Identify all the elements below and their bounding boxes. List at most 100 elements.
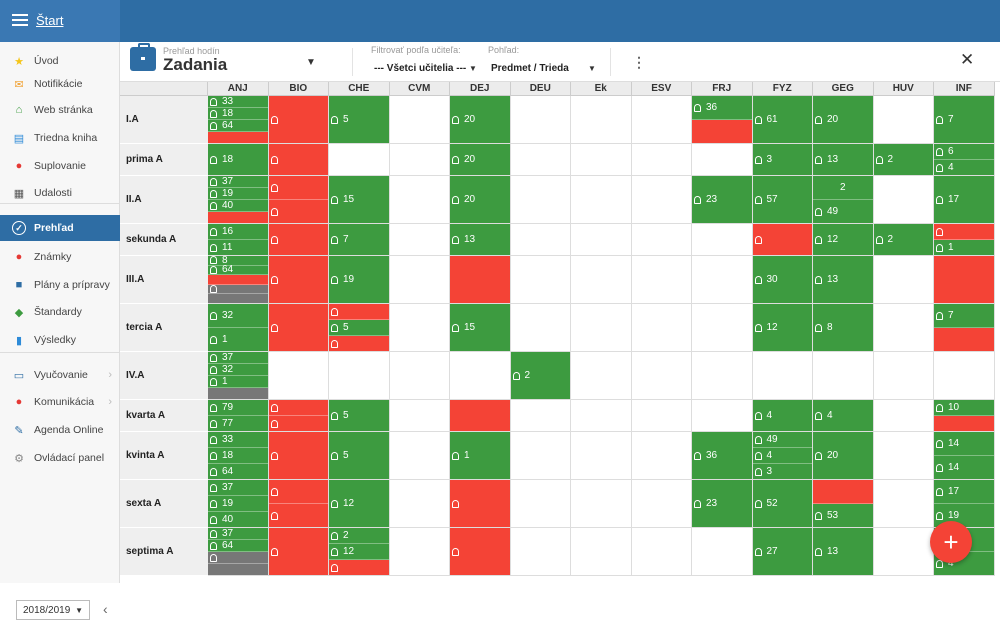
grid-cell[interactable] [389,96,450,144]
missing-segment[interactable] [934,328,994,351]
grid-cell[interactable] [268,400,329,432]
grid-cell[interactable]: 17 [934,176,995,224]
sidebar-item-bar-chart[interactable]: ▮ Výsledky [0,327,120,353]
sidebar-item-grade[interactable]: ● Známky [0,244,120,270]
grid-cell[interactable]: 36 [692,96,753,144]
grid-cell[interactable]: 37 64 [208,528,269,576]
column-header[interactable]: CHE [329,82,390,96]
assignment-segment[interactable]: 33 [208,432,268,448]
missing-segment[interactable] [268,304,328,351]
column-header[interactable]: BIO [268,82,329,96]
grid-cell[interactable] [389,352,450,400]
start-link[interactable]: Štart [36,13,64,28]
sidebar-item-shield[interactable]: ◆ Štandardy [0,299,120,325]
grid-cell[interactable] [389,144,450,176]
sidebar-item-chat[interactable]: ● Komunikácia › [0,389,120,415]
grid-cell[interactable] [510,480,571,528]
grid-cell[interactable] [450,400,511,432]
row-header[interactable]: kvarta A [120,400,208,432]
missing-segment[interactable] [329,336,389,351]
grid-cell[interactable]: 17 19 [934,480,995,528]
sidebar-item-house[interactable]: ⌂ Web stránka [0,97,120,123]
assignment-segment[interactable]: 7 [934,96,994,143]
grid-cell[interactable] [571,352,632,400]
grid-cell[interactable] [268,352,329,400]
assignment-segment[interactable]: 53 [813,504,873,527]
assignment-segment[interactable]: 2 [510,352,570,399]
missing-segment[interactable] [208,212,268,223]
assignment-segment[interactable]: 30 [752,256,812,303]
grid-cell[interactable]: 18 [208,144,269,176]
view-select[interactable]: Predmet / Trieda [491,63,569,74]
grid-cell[interactable]: 37 19 40 [208,176,269,224]
column-header[interactable]: DEJ [450,82,511,96]
assignment-segment[interactable]: 27 [752,528,812,575]
grid-cell[interactable] [631,352,692,400]
missing-segment[interactable] [692,120,752,143]
missing-segment[interactable] [268,528,328,575]
missing-segment[interactable] [934,416,994,431]
grid-cell[interactable] [692,528,753,576]
disabled-segment[interactable] [208,564,268,575]
disabled-segment[interactable] [208,284,268,295]
grid-cell[interactable] [631,480,692,528]
grid-cell[interactable]: 20 [450,176,511,224]
grid-cell[interactable]: 13 [813,256,874,304]
grid-cell[interactable] [389,256,450,304]
assignment-segment[interactable]: 64 [208,264,268,275]
disabled-segment[interactable] [208,552,268,564]
assignment-segment[interactable]: 6 [934,144,994,160]
grid-cell[interactable]: 2 12 [329,528,390,576]
missing-segment[interactable] [329,304,389,320]
grid-cell[interactable]: 20 [813,96,874,144]
missing-segment[interactable] [268,400,328,416]
grid-cell[interactable]: 8 64 [208,256,269,304]
grid-cell[interactable] [692,256,753,304]
grid-cell[interactable] [631,256,692,304]
grid-cell[interactable]: 33 18 64 [208,96,269,144]
grid-cell[interactable]: 36 [692,432,753,480]
grid-cell[interactable]: 2 49 [813,176,874,224]
sidebar-item-gear[interactable]: ⚙ Ovládací panel [0,445,120,471]
assignment-segment[interactable]: 14 [934,456,994,479]
row-header[interactable]: septima A [120,528,208,576]
assignment-segment[interactable]: 4 [934,160,994,175]
grid-cell[interactable] [934,352,995,400]
grid-cell[interactable] [631,224,692,256]
grid-cell[interactable] [329,144,390,176]
grid-cell[interactable] [631,176,692,224]
grid-cell[interactable] [268,256,329,304]
grid-cell[interactable] [873,176,934,224]
grid-cell[interactable] [571,224,632,256]
assignment-segment[interactable]: 20 [450,144,510,175]
assignment-segment[interactable]: 64 [208,464,268,479]
assignment-segment[interactable]: 2 [329,528,389,544]
row-header[interactable]: III.A [120,256,208,304]
grid-cell[interactable]: 12 [813,224,874,256]
disabled-segment[interactable] [208,294,268,303]
grid-cell[interactable] [571,528,632,576]
grid-cell[interactable] [631,400,692,432]
grid-cell[interactable] [873,352,934,400]
school-year-select[interactable]: 2018/2019 ▼ [16,600,90,620]
grid-cell[interactable] [631,528,692,576]
grid-cell[interactable] [571,480,632,528]
grid-cell[interactable] [571,144,632,176]
assignment-segment[interactable]: 19 [208,188,268,200]
grid-cell[interactable]: 5 [329,304,390,352]
grid-cell[interactable] [631,96,692,144]
assignment-segment[interactable]: 13 [813,144,873,175]
grid-cell[interactable]: 37 19 40 [208,480,269,528]
assignment-segment[interactable]: 17 [934,480,994,504]
missing-segment[interactable] [450,256,510,303]
grid-cell[interactable] [510,224,571,256]
assignment-segment[interactable]: 15 [329,176,389,223]
sidebar-item-pen[interactable]: ✎ Agenda Online [0,417,120,443]
missing-segment[interactable] [450,480,510,527]
grid-cell[interactable]: 14 14 [934,432,995,480]
grid-cell[interactable] [450,352,511,400]
column-header[interactable]: FRJ [692,82,753,96]
assignment-segment[interactable]: 5 [329,96,389,143]
sidebar-item-open-book[interactable]: ▭ Vyučovanie › [0,362,120,388]
